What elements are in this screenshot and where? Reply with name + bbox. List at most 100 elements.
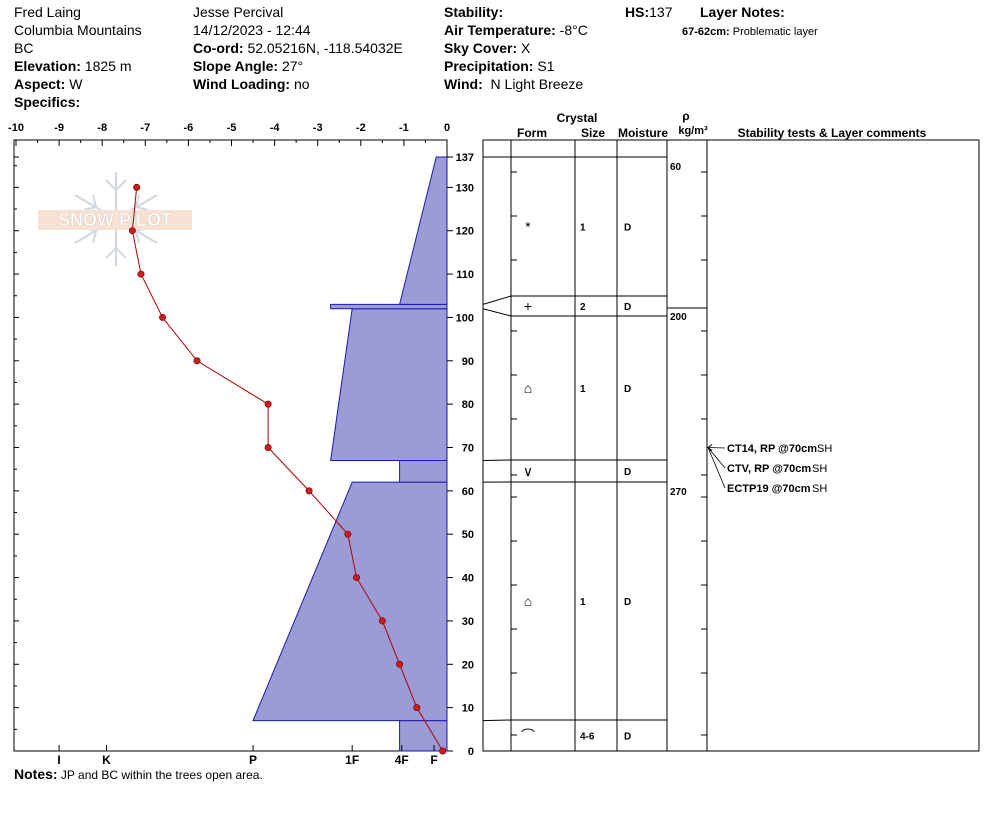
temperature-tick-label: -9	[54, 122, 64, 134]
temperature-point	[137, 270, 145, 278]
height-axis: 0 10 20 30 40 50 60 70 80 90 100 110 120 130 137	[14, 152, 474, 758]
layer-connector	[482, 308, 512, 317]
density-unit-header: kg/m³	[678, 125, 708, 137]
temperature-line	[131, 187, 444, 752]
observation-datetime: 14/12/2023 - 12:44	[193, 22, 311, 38]
density-rho-header: ρ	[682, 109, 689, 123]
stability-arrow	[707, 447, 726, 469]
density-value: 60	[670, 162, 682, 173]
temperature-point	[378, 617, 386, 625]
hardness-tick-label: P	[249, 753, 257, 767]
height-tick-label: 20	[462, 659, 474, 671]
temperature-point	[159, 313, 167, 321]
height-tick-label: 10	[462, 703, 474, 715]
fracture-character: SH	[812, 483, 827, 495]
height-tick-label: 60	[462, 486, 474, 498]
hardness-layer	[252, 481, 448, 722]
hardness-axis: I K P 1F 4F F	[57, 745, 438, 767]
wind-loading: Wind Loading: no	[193, 76, 310, 92]
hardness-tick-label: 1F	[345, 753, 359, 767]
stability-test: CT14, RP @70cm	[727, 443, 817, 455]
height-tick-label: 110	[456, 269, 474, 281]
temperature-point	[352, 574, 360, 582]
form-header: Form	[517, 126, 547, 140]
temperature-point	[264, 400, 272, 408]
grain-size: 2	[580, 302, 586, 313]
moisture-header: Moisture	[618, 126, 668, 140]
stability-test: CTV, RP @70cm	[727, 463, 811, 475]
moisture-value: D	[624, 732, 631, 743]
hardness-tick-label: F	[430, 753, 437, 767]
coordinates: Co-ord: 52.05216N, -118.54032E	[193, 40, 403, 56]
notes: Notes: JP and BC within the trees open a…	[14, 766, 263, 782]
density-value: 270	[670, 487, 687, 498]
grain-form-symbol: ⌂	[524, 593, 532, 609]
specifics: Specifics:	[14, 94, 81, 110]
layer-connector	[482, 295, 512, 305]
temperature-point	[193, 357, 201, 365]
layer-table-frame	[482, 139, 980, 752]
moisture-value: D	[624, 223, 631, 234]
grain-form-symbol: ⌂	[524, 380, 532, 396]
observer2-name: Jesse Percival	[193, 4, 284, 20]
hardness-tick-label: K	[102, 753, 111, 767]
temperature-tick-label: -1	[399, 122, 409, 134]
height-tick-label: 40	[462, 573, 474, 585]
density-value: 200	[670, 312, 687, 323]
stability-test: ECTP19 @70cm	[727, 483, 811, 495]
moisture-value: D	[624, 302, 631, 313]
region: BC	[14, 40, 34, 56]
height-tick-label: 100	[456, 312, 474, 324]
layer-connector	[482, 459, 512, 462]
layer-rows: ⌒ 4-6 D ⌂ 1 D ∨ D ⌂ 1 D + 2 D * 1 D	[482, 156, 707, 744]
temperature-point	[396, 660, 404, 668]
temperature-point	[439, 747, 447, 755]
moisture-value: D	[624, 597, 631, 608]
temperature-tick-label: -7	[140, 122, 150, 134]
stability-header: Stability tests & Layer comments	[738, 126, 927, 140]
height-tick-label: 137	[456, 152, 474, 164]
stability: Stability:	[444, 4, 504, 20]
density-values: 60 200 270	[670, 162, 687, 498]
grain-size: 4-6	[580, 732, 595, 743]
logo-text: SNOW PILOT	[58, 210, 172, 230]
temperature-axis: -10 -9 -8 -7 -6 -5 -4 -3 -2 -1 0	[8, 122, 450, 146]
height-tick-label: 70	[462, 442, 474, 454]
layer-notes-title: Layer Notes:	[700, 4, 785, 20]
hardness-layer	[399, 460, 448, 483]
temperature-tick-label: -5	[227, 122, 237, 134]
grain-size: 1	[580, 384, 586, 395]
temperature-tick-label: -10	[8, 122, 24, 134]
grain-form-symbol: ⌒	[521, 728, 535, 744]
grain-form-symbol: +	[524, 298, 532, 314]
stability-arrow	[707, 447, 726, 449]
snow-height: HS:137	[625, 4, 673, 20]
wind: Wind: N Light Breeze	[444, 76, 584, 92]
sky-cover: Sky Cover: X	[444, 40, 531, 56]
temperature-point	[133, 183, 141, 191]
stability-arrow	[707, 447, 726, 489]
moisture-value: D	[624, 384, 631, 395]
crystal-header: Crystal	[557, 111, 598, 125]
temperature-profile	[128, 183, 447, 755]
temperature-tick-label: 0	[444, 122, 450, 134]
height-tick-label: 30	[462, 616, 474, 628]
slope-angle: Slope Angle: 27°	[193, 58, 304, 74]
aspect: Aspect: W	[14, 76, 83, 92]
temperature-tick-label: -8	[97, 122, 107, 134]
height-tick-label: 50	[462, 529, 474, 541]
height-tick-label: 0	[468, 746, 474, 758]
layer-note: 67-62cm: Problematic layer	[682, 26, 818, 38]
observer-name: Fred Laing	[14, 4, 81, 20]
hardness-layer	[330, 308, 448, 462]
temperature-point	[264, 443, 272, 451]
height-tick-label: 80	[462, 399, 474, 411]
grain-size: 1	[580, 223, 586, 234]
fracture-character: SH	[817, 443, 832, 455]
elevation: Elevation: 1825 m	[14, 58, 132, 74]
height-tick-label: 90	[462, 356, 474, 368]
fracture-character: SH	[812, 463, 827, 475]
layer-connector	[482, 719, 512, 722]
